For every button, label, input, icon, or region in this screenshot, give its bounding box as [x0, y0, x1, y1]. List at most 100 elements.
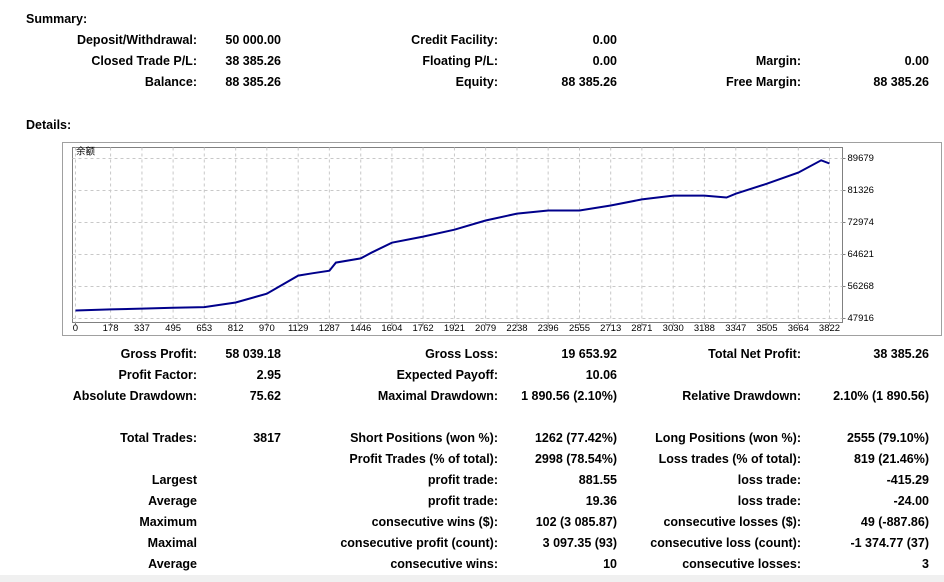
x-tick-label: 1762	[413, 323, 434, 334]
x-tick-label: 0	[73, 323, 78, 334]
field-value: 2998 (78.54%)	[534, 452, 617, 466]
x-tick-label: 2713	[600, 323, 621, 334]
field-value: 49 (-887.86)	[860, 515, 929, 529]
field-value: -1 374.77 (37)	[850, 536, 929, 550]
y-tick-label: 89679	[848, 153, 874, 164]
x-tick-label: 2079	[475, 323, 496, 334]
plot-area	[72, 147, 843, 323]
x-tick-label: 812	[228, 323, 244, 334]
field-label: Loss trades (% of total):	[658, 452, 801, 466]
field-value: 88 385.26	[225, 75, 281, 89]
x-tick-label: 2871	[631, 323, 652, 334]
field-label: profit trade:	[427, 494, 498, 508]
x-tick-label: 1287	[319, 323, 340, 334]
field-value: 102 (3 085.87)	[535, 515, 617, 529]
y-tick-label: 72974	[848, 217, 874, 228]
x-tick-label: 1604	[381, 323, 402, 334]
field-label: Free Margin:	[725, 75, 801, 89]
field-value: 0.00	[592, 54, 617, 68]
section-title: Details:	[26, 118, 72, 132]
field-label: Deposit/Withdrawal:	[76, 33, 197, 47]
field-label: Maximal Drawdown:	[377, 389, 498, 403]
field-label: Gross Profit:	[120, 347, 197, 361]
field-value: 819 (21.46%)	[853, 452, 929, 466]
field-label: consecutive wins ($):	[371, 515, 498, 529]
field-label: Profit Factor:	[118, 368, 197, 382]
x-tick-label: 1921	[444, 323, 465, 334]
field-value: 10	[603, 557, 617, 571]
field-value: 10.06	[585, 368, 617, 382]
field-label: consecutive losses:	[682, 557, 801, 571]
field-label: Long Positions (won %):	[655, 431, 801, 445]
section-title: Summary:	[26, 12, 88, 26]
balance-line	[75, 159, 830, 312]
field-label: Equity:	[455, 75, 498, 89]
field-label: consecutive profit (count):	[340, 536, 498, 550]
field-value: 1 890.56 (2.10%)	[521, 389, 617, 403]
field-label: Profit Trades (% of total):	[349, 452, 498, 466]
x-tick-label: 337	[134, 323, 150, 334]
field-value: 3 097.35 (93)	[542, 536, 617, 550]
field-label: Total Trades:	[120, 431, 197, 445]
field-label: Closed Trade P/L:	[91, 54, 197, 68]
field-label: Largest	[151, 473, 197, 487]
chart-title: 余额	[76, 146, 96, 158]
field-value: 3817	[253, 431, 281, 445]
field-label: Total Net Profit:	[708, 347, 801, 361]
field-value: 1262 (77.42%)	[534, 431, 617, 445]
x-tick-label: 2396	[538, 323, 559, 334]
field-value: 3	[922, 557, 929, 571]
x-tick-label: 1446	[350, 323, 371, 334]
field-value: -415.29	[886, 473, 929, 487]
y-tick-label: 81326	[848, 185, 874, 196]
field-label: Average	[148, 494, 197, 508]
x-tick-label: 3505	[756, 323, 777, 334]
x-tick-label: 3188	[694, 323, 715, 334]
x-tick-label: 653	[196, 323, 212, 334]
field-label: Balance:	[144, 75, 197, 89]
field-value: 2555 (79.10%)	[846, 431, 929, 445]
y-tick-label: 64621	[848, 249, 874, 260]
field-value: 881.55	[578, 473, 617, 487]
field-label: Maximal	[147, 536, 197, 550]
x-tick-label: 970	[259, 323, 275, 334]
x-tick-label: 3347	[725, 323, 746, 334]
field-label: profit trade:	[427, 473, 498, 487]
footer-bar	[0, 575, 944, 582]
field-label: consecutive loss (count):	[650, 536, 801, 550]
field-label: Relative Drawdown:	[682, 389, 801, 403]
x-tick-label: 178	[103, 323, 119, 334]
field-value: 19 653.92	[561, 347, 617, 361]
field-value: 0.00	[592, 33, 617, 47]
x-tick-label: 1129	[288, 323, 308, 334]
field-label: loss trade:	[737, 473, 801, 487]
field-label: Margin:	[755, 54, 801, 68]
field-value: 0.00	[904, 54, 929, 68]
field-value: -24.00	[893, 494, 929, 508]
field-label: consecutive wins:	[390, 557, 498, 571]
field-value: 2.95	[256, 368, 281, 382]
field-value: 58 039.18	[225, 347, 281, 361]
field-value: 38 385.26	[225, 54, 281, 68]
field-label: Credit Facility:	[411, 33, 498, 47]
x-tick-label: 3822	[819, 323, 840, 334]
field-label: Average	[148, 557, 197, 571]
x-tick-label: 3664	[788, 323, 809, 334]
field-value: 38 385.26	[873, 347, 929, 361]
x-tick-label: 3030	[663, 323, 684, 334]
field-label: loss trade:	[737, 494, 801, 508]
field-label: Maximum	[139, 515, 197, 529]
y-tick-label: 56268	[848, 281, 874, 292]
field-value: 88 385.26	[561, 75, 617, 89]
field-value: 19.36	[585, 494, 617, 508]
y-tick-label: 47916	[848, 313, 874, 324]
field-label: Gross Loss:	[425, 347, 498, 361]
x-tick-label: 2238	[506, 323, 527, 334]
x-tick-label: 2555	[569, 323, 590, 334]
field-label: Absolute Drawdown:	[72, 389, 197, 403]
field-value: 50 000.00	[225, 33, 281, 47]
field-label: Short Positions (won %):	[350, 431, 498, 445]
field-label: Floating P/L:	[422, 54, 498, 68]
field-value: 75.62	[249, 389, 281, 403]
